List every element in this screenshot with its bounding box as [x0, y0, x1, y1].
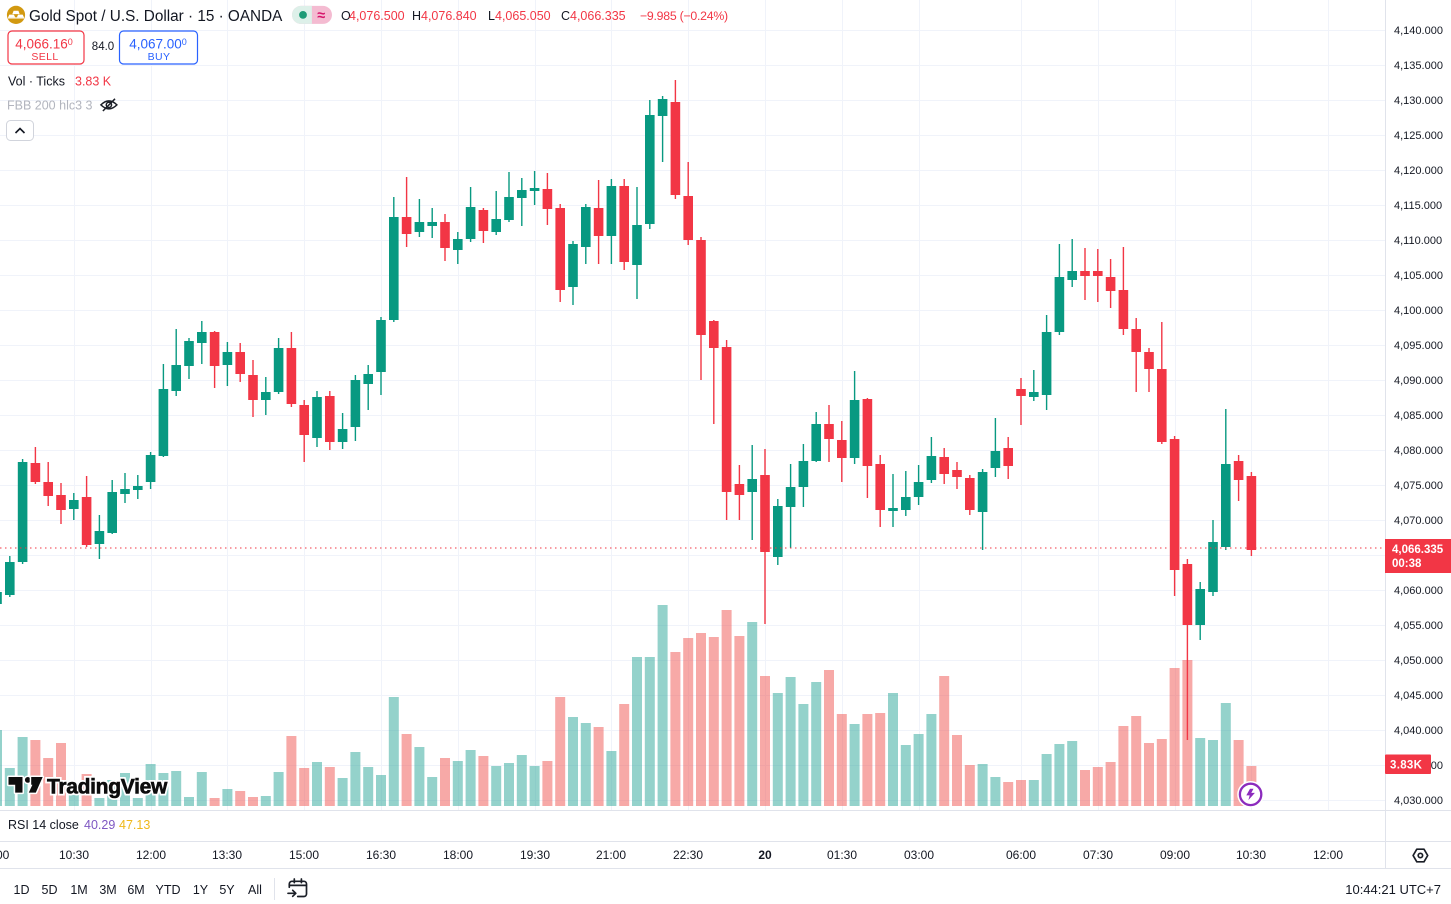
svg-text:BUY: BUY — [148, 51, 171, 63]
svg-text:5Y: 5Y — [219, 883, 235, 897]
svg-text:1M: 1M — [70, 883, 87, 897]
svg-text:4,070.000: 4,070.000 — [1394, 515, 1443, 527]
svg-text:TradingView: TradingView — [47, 776, 168, 799]
svg-text:4,090.000: 4,090.000 — [1394, 375, 1443, 387]
svg-text:06:00: 06:00 — [1006, 848, 1036, 862]
svg-text:01:30: 01:30 — [827, 848, 857, 862]
svg-text:3.83K: 3.83K — [1390, 760, 1423, 772]
svg-text:15:00: 15:00 — [289, 848, 319, 862]
svg-text:19:30: 19:30 — [520, 848, 550, 862]
svg-text:4,140.000: 4,140.000 — [1394, 25, 1443, 37]
svg-text:≈: ≈ — [317, 8, 325, 24]
svg-text:4,040.000: 4,040.000 — [1394, 725, 1443, 737]
svg-text:4,125.000: 4,125.000 — [1394, 130, 1443, 142]
svg-text:4,065.050: 4,065.050 — [495, 9, 551, 23]
svg-text:3.83 K: 3.83 K — [75, 75, 112, 89]
svg-text:4,030.000: 4,030.000 — [1394, 795, 1443, 807]
svg-text:10:30: 10:30 — [59, 848, 89, 862]
svg-text:10:30: 10:30 — [1236, 848, 1266, 862]
svg-text:SELL: SELL — [31, 51, 58, 63]
svg-text:RSI 14 close: RSI 14 close — [8, 818, 79, 832]
svg-text:All: All — [248, 883, 262, 897]
svg-text:4,105.000: 4,105.000 — [1394, 270, 1443, 282]
svg-text:4,095.000: 4,095.000 — [1394, 340, 1443, 352]
svg-text:1D: 1D — [14, 883, 30, 897]
svg-text:3M: 3M — [99, 883, 116, 897]
svg-text:L: L — [488, 9, 495, 23]
svg-text:TradingView: TradingView — [47, 776, 168, 799]
svg-text:Gold Spot / U.S. Dollar · 15 ·: Gold Spot / U.S. Dollar · 15 · OANDA — [29, 8, 283, 25]
svg-text:4,115.000: 4,115.000 — [1394, 200, 1442, 212]
svg-text:12:00: 12:00 — [136, 848, 166, 862]
svg-text:4,135.000: 4,135.000 — [1394, 60, 1443, 72]
svg-text:13:30: 13:30 — [212, 848, 242, 862]
svg-text:C: C — [561, 9, 570, 23]
svg-text:40.29: 40.29 — [84, 818, 115, 832]
svg-text:4,120.000: 4,120.000 — [1394, 165, 1443, 177]
svg-text:4,085.000: 4,085.000 — [1394, 410, 1443, 422]
svg-text:4,055.000: 4,055.000 — [1394, 620, 1443, 632]
svg-text:5D: 5D — [42, 883, 58, 897]
svg-text:10:44:21 UTC+7: 10:44:21 UTC+7 — [1345, 882, 1441, 897]
svg-text:4,076.500: 4,076.500 — [349, 9, 405, 23]
svg-text:16:30: 16:30 — [366, 848, 396, 862]
svg-text:FBB 200 hlc3 3: FBB 200 hlc3 3 — [7, 99, 93, 113]
svg-text:22:30: 22:30 — [673, 848, 703, 862]
svg-text:18:00: 18:00 — [443, 848, 473, 862]
svg-text:YTD: YTD — [156, 883, 181, 897]
svg-text:1Y: 1Y — [193, 883, 209, 897]
svg-text:00: 00 — [0, 848, 10, 862]
svg-text:4,045.000: 4,045.000 — [1394, 690, 1443, 702]
svg-text:Vol · Ticks: Vol · Ticks — [8, 75, 65, 89]
svg-text:O: O — [341, 9, 351, 23]
svg-text:00:38: 00:38 — [1392, 558, 1422, 570]
svg-text:07:30: 07:30 — [1083, 848, 1113, 862]
svg-text:21:00: 21:00 — [596, 848, 626, 862]
svg-text:−9.985 (−0.24%): −9.985 (−0.24%) — [640, 9, 728, 23]
svg-text:4,067.000: 4,067.000 — [129, 37, 187, 52]
svg-text:84.0: 84.0 — [92, 41, 114, 53]
svg-text:6M: 6M — [127, 883, 144, 897]
svg-text:4,060.000: 4,060.000 — [1394, 585, 1443, 597]
svg-text:4,066.335: 4,066.335 — [1392, 544, 1444, 556]
svg-text:4,100.000: 4,100.000 — [1394, 305, 1443, 317]
svg-text:4,075.000: 4,075.000 — [1394, 480, 1443, 492]
svg-text:20: 20 — [758, 848, 772, 862]
svg-text:03:00: 03:00 — [904, 848, 934, 862]
svg-text:4,066.160: 4,066.160 — [15, 37, 73, 52]
svg-text:4,130.000: 4,130.000 — [1394, 95, 1443, 107]
svg-text:4,066.335: 4,066.335 — [570, 9, 626, 23]
svg-text:47.13: 47.13 — [119, 818, 150, 832]
svg-text:4,050.000: 4,050.000 — [1394, 655, 1443, 667]
svg-text:4,080.000: 4,080.000 — [1394, 445, 1443, 457]
svg-text:4,076.840: 4,076.840 — [421, 9, 477, 23]
svg-text:09:00: 09:00 — [1160, 848, 1190, 862]
svg-text:H: H — [412, 9, 421, 23]
svg-text:12:00: 12:00 — [1313, 848, 1343, 862]
svg-text:4,110.000: 4,110.000 — [1394, 235, 1442, 247]
